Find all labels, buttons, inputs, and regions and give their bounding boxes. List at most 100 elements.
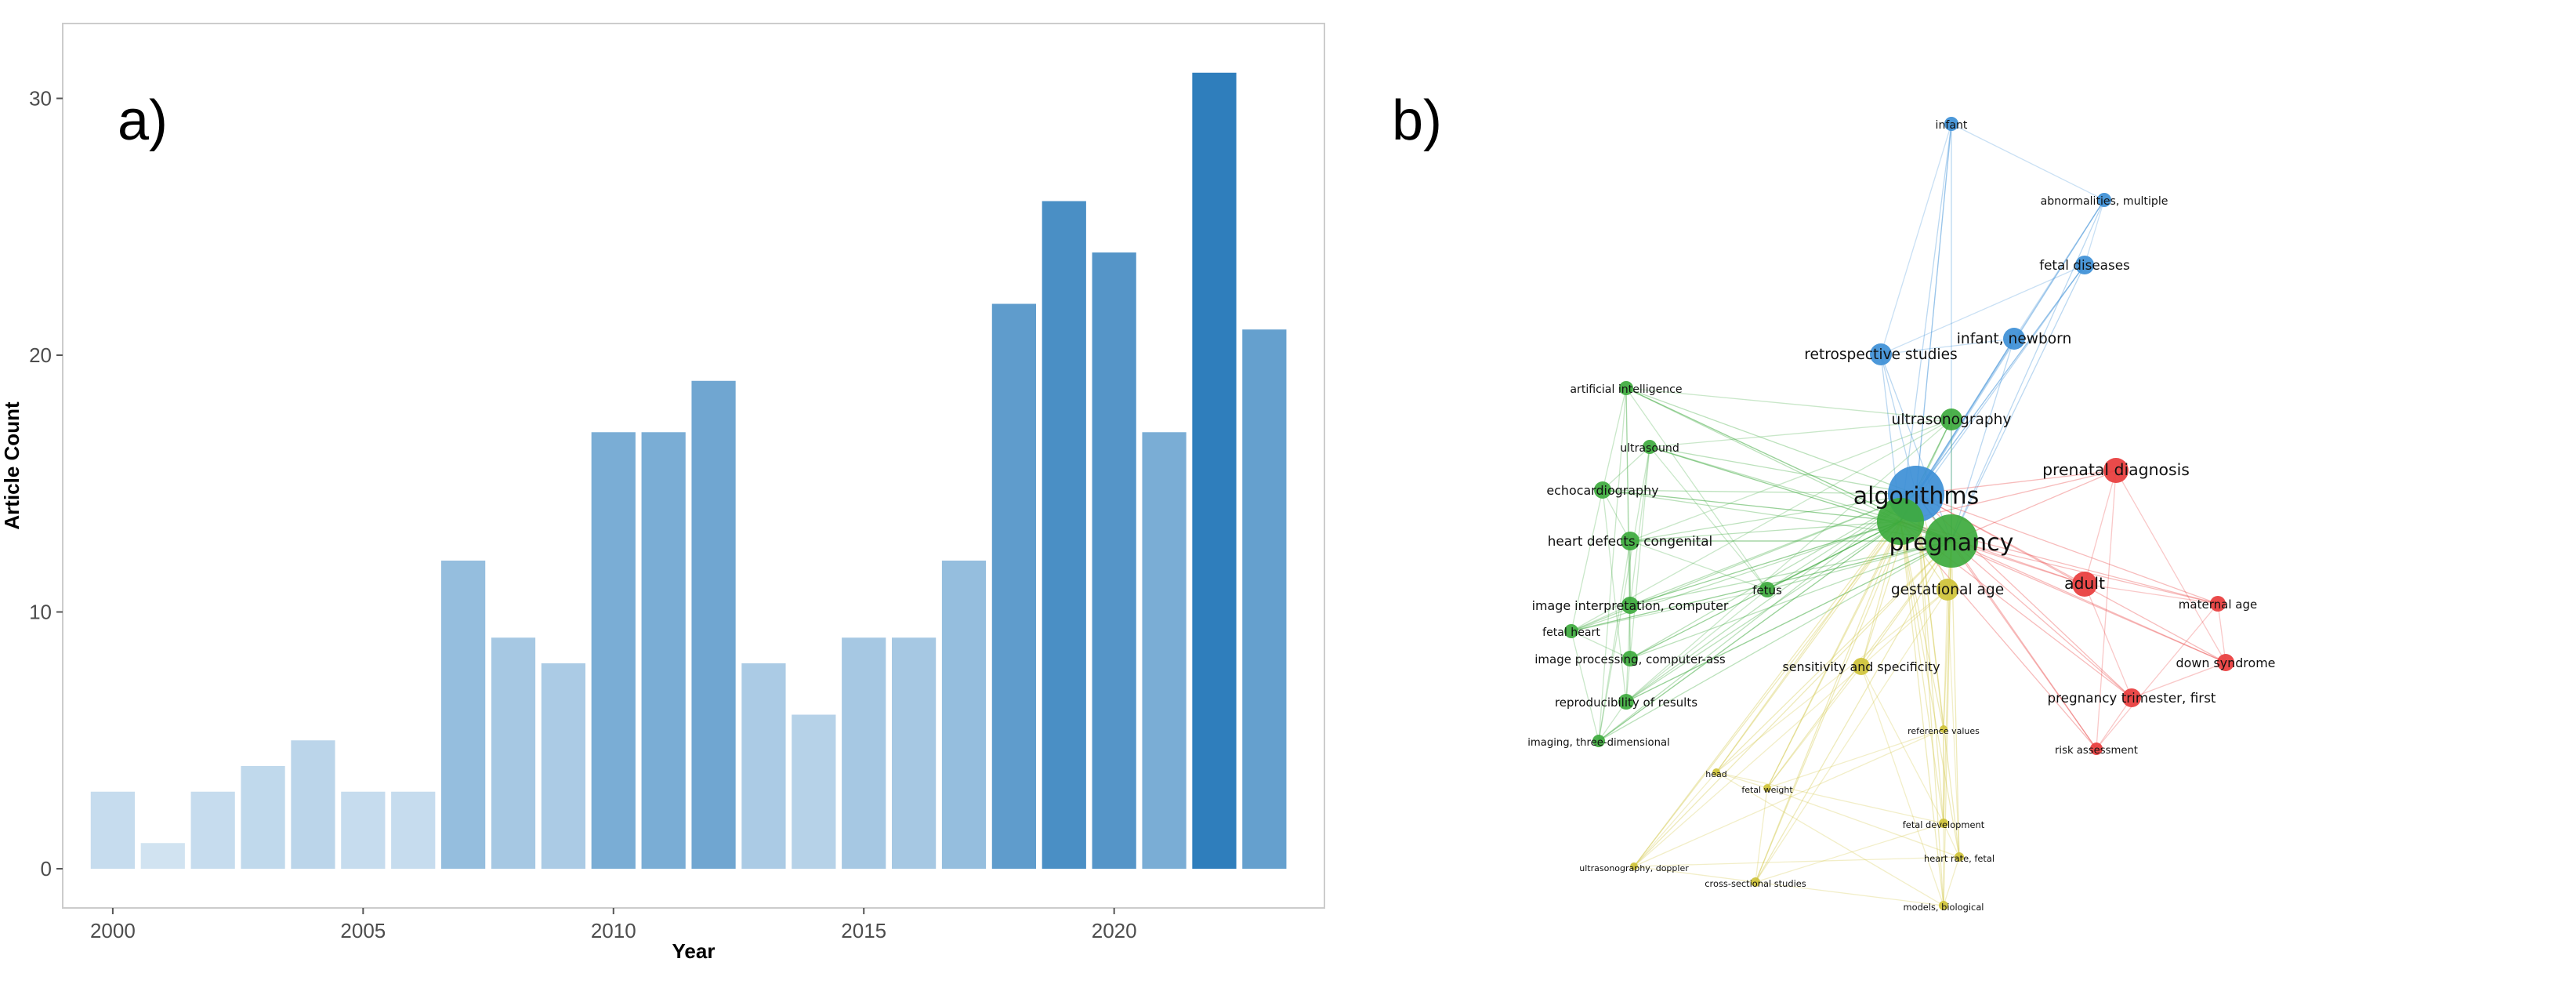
node-label-prenatal-diag: prenatal diagnosis <box>2042 460 2190 479</box>
network-edge <box>1625 419 1952 703</box>
node-sens-spec <box>1853 658 1870 675</box>
node-label-adult: adult <box>2064 574 2105 593</box>
node-infant-newborn <box>2003 328 2025 350</box>
panel-label-b: b) <box>1392 89 1442 152</box>
network-edge <box>1766 666 1862 789</box>
network-edge <box>1625 387 1952 420</box>
node-reproducibility <box>1618 694 1634 710</box>
y-tick-label: 0 <box>41 857 52 881</box>
y-tick-label: 20 <box>29 343 52 367</box>
network-edge <box>1602 489 1627 703</box>
network-edge <box>1943 540 1952 730</box>
node-head <box>1712 768 1720 776</box>
bar-chart-panel: 0 10 20 30 2000 2005 2010 2015 2020 a) Year Art… <box>0 23 1325 963</box>
node-label-imaging-3d: imaging, three-dimensional <box>1527 737 1669 749</box>
network-edge <box>1629 419 1952 542</box>
network-edge <box>1755 822 1944 883</box>
network-edge <box>2131 662 2226 699</box>
bar-2015 <box>842 637 886 869</box>
network-edge <box>1625 493 1917 703</box>
bar-2007 <box>441 561 486 869</box>
node-image-processing <box>1622 651 1638 666</box>
network-edge <box>1633 666 1862 867</box>
bar-2012 <box>691 380 736 869</box>
node-cross-sectional <box>1751 877 1760 887</box>
network-edge <box>1602 387 1627 491</box>
network-edge <box>1880 354 1952 542</box>
node-label-us-doppler: ultrasonography, doppler <box>1579 863 1689 873</box>
network-edge <box>1649 419 1952 448</box>
network-edge <box>1755 521 1901 883</box>
bar-2008 <box>491 637 536 869</box>
network-edge <box>1649 446 1901 522</box>
network-edge <box>1915 470 2117 495</box>
node-us-doppler <box>1630 862 1638 870</box>
network-edge <box>1598 540 1631 742</box>
network-edge <box>1571 419 1952 632</box>
node-maternal-age <box>2210 596 2226 612</box>
node-fetal-weight <box>1763 784 1771 792</box>
network-edge <box>1602 489 1917 495</box>
network-edge <box>1951 338 2015 542</box>
network-edge <box>1633 856 1960 867</box>
network-edge <box>1625 540 1952 703</box>
node-big-green <box>1877 498 1924 545</box>
x-axis-title: Year <box>672 939 716 963</box>
bar-2022 <box>1192 72 1237 869</box>
node-label-fetal-heart: fetal heart <box>1542 626 1600 639</box>
node-infant <box>1944 117 1958 131</box>
network-edge <box>1947 589 1960 858</box>
network-edge <box>1880 338 2015 355</box>
node-label-fetal-weight: fetal weight <box>1741 785 1793 795</box>
network-edge <box>2084 583 2132 699</box>
network-edge <box>1649 446 1917 495</box>
network-edge <box>1943 822 1960 858</box>
bar-2002 <box>190 791 235 869</box>
bar-2016 <box>892 637 937 869</box>
bar-chart: 0 10 20 30 2000 2005 2010 2015 2020 a) Year Art… <box>0 23 1325 963</box>
x-tick-label: 2020 <box>1092 919 1137 942</box>
node-ultrasonography <box>1940 408 1962 430</box>
network-edge <box>1951 123 2105 201</box>
network-edge <box>1602 489 1901 522</box>
network-edge <box>1915 264 2085 495</box>
bar-2003 <box>241 766 285 869</box>
network-edge <box>1625 387 1631 606</box>
network-edge <box>1755 787 1768 883</box>
node-label-algorithms: algorithms <box>1853 483 1979 510</box>
network-edge <box>1629 446 1650 659</box>
network-edge <box>1755 540 1952 883</box>
bars <box>90 72 1287 869</box>
network-edge <box>1625 589 1768 703</box>
network-edge <box>1716 772 1944 906</box>
node-chromosome-abn <box>2097 193 2111 207</box>
network-edge <box>1915 123 1952 495</box>
network-edge <box>1633 493 1917 867</box>
node-prenatal-diag <box>2103 458 2129 483</box>
node-models-bio <box>1939 901 1948 910</box>
network-edge <box>1766 540 1952 590</box>
node-label-artificial-int: artificial intelligence <box>1570 383 1682 396</box>
node-label-pregnancy: pregnancy <box>1889 529 2014 557</box>
node-label-cross-sectional: cross-sectional studies <box>1705 878 1806 889</box>
bar-2019 <box>1042 201 1086 869</box>
x-tick-label: 2015 <box>841 919 886 942</box>
network-edge <box>1571 630 1631 659</box>
network-edge <box>1766 787 1960 858</box>
node-fetal-heart <box>1564 624 1578 638</box>
network-edge <box>1915 123 1952 495</box>
network-edge <box>1860 666 1944 824</box>
network-edge <box>1951 264 2085 542</box>
network-edge <box>2096 603 2219 750</box>
network-edge <box>1629 521 1901 606</box>
network-edge <box>1943 856 1960 906</box>
network-edge <box>2084 199 2105 266</box>
network-edge <box>1880 264 2085 355</box>
network-edge <box>1766 728 1944 789</box>
network-edge <box>1951 540 2097 750</box>
network-edge <box>1571 630 1600 742</box>
node-label-heart-rate-fetal: heart rate, fetal <box>1924 853 1994 864</box>
network-edge <box>1602 489 1631 542</box>
network-edge <box>1880 123 1952 355</box>
network-edge <box>1649 446 1768 590</box>
